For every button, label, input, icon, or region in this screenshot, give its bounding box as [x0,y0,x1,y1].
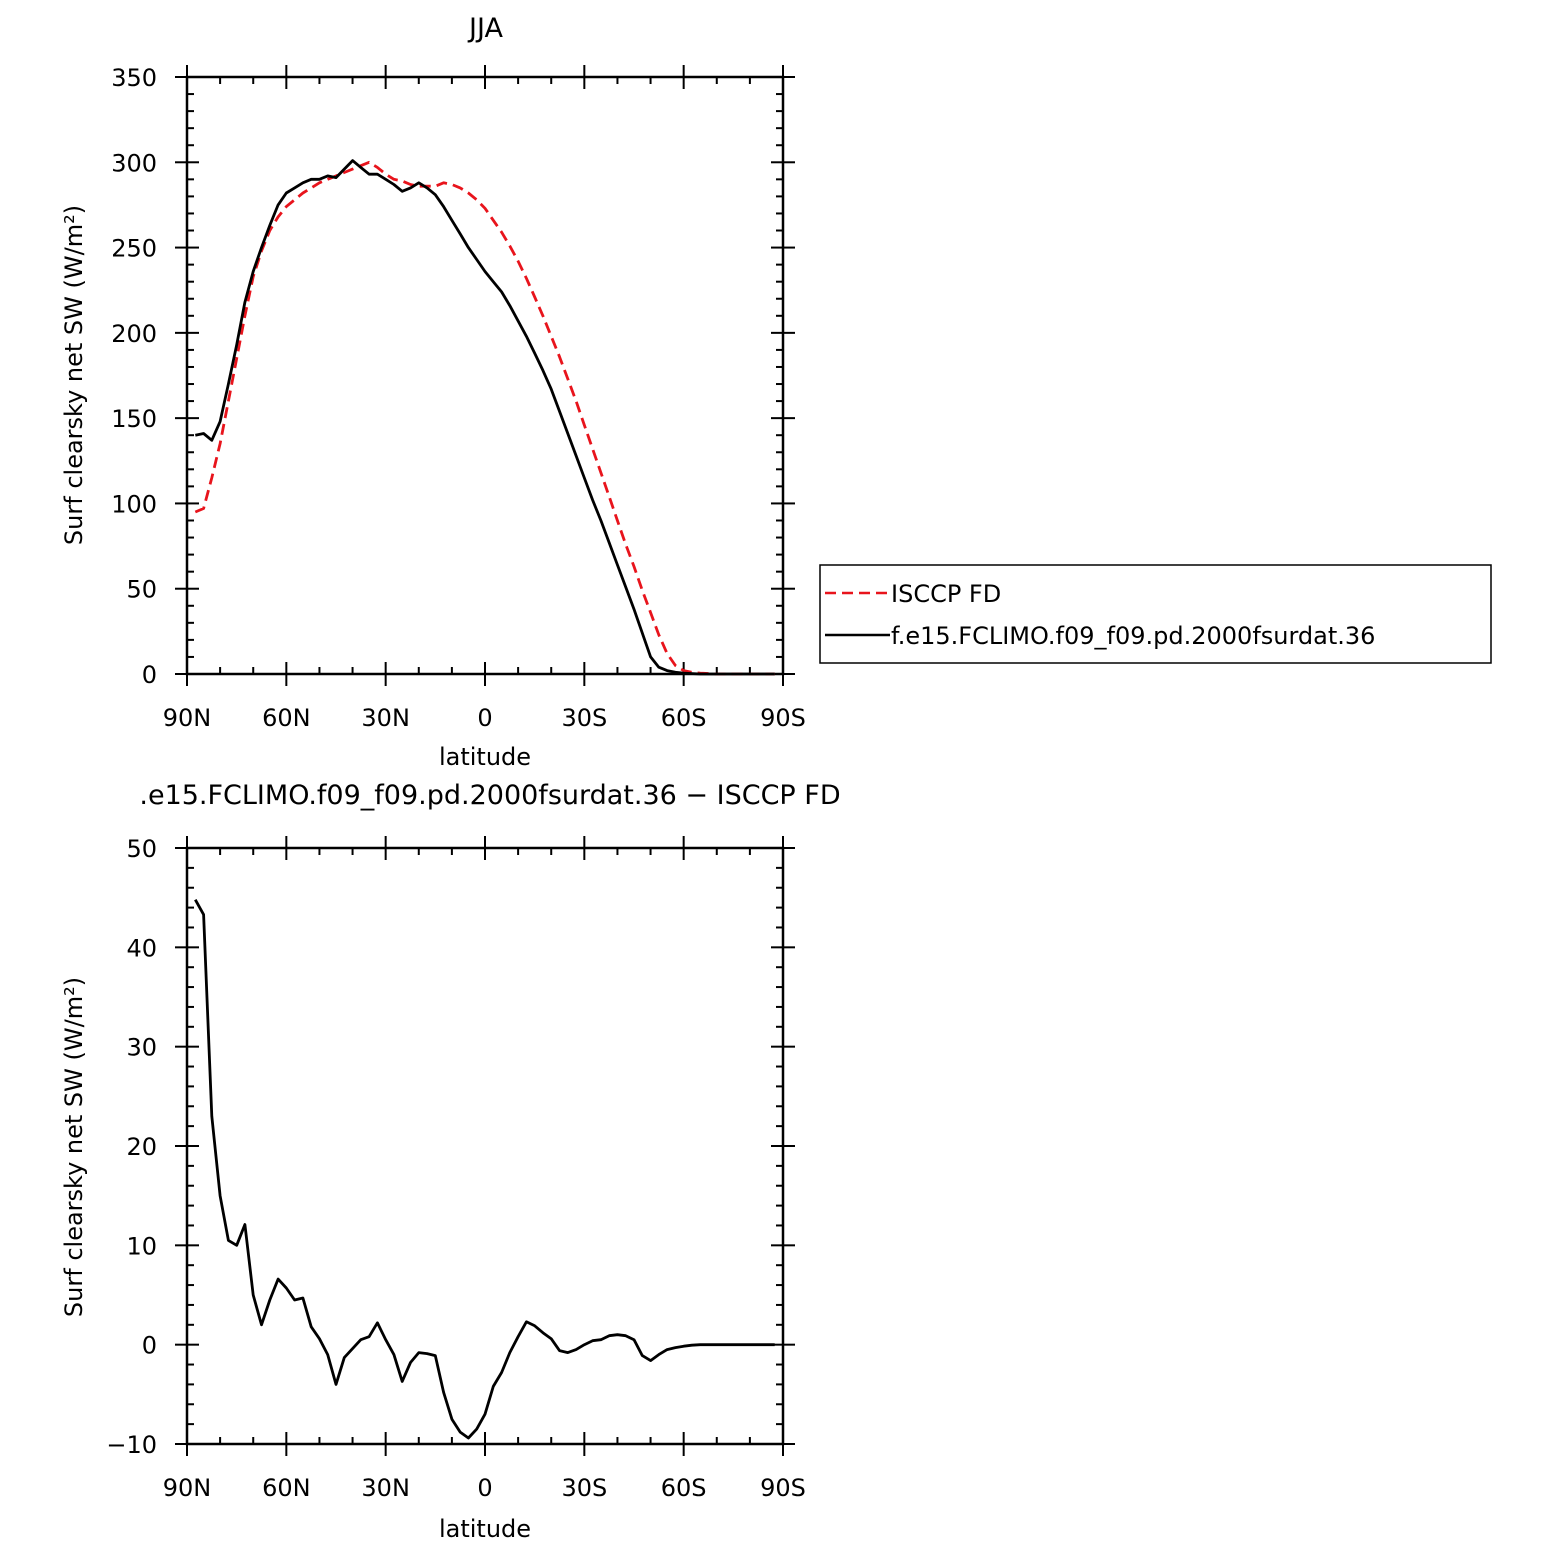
y-tick-label: 10 [126,1232,157,1260]
y-tick-label: 100 [111,490,157,518]
y-tick-label: 300 [111,149,157,177]
y-tick-label: 30 [126,1034,157,1062]
x-tick-label: 30N [361,1474,410,1502]
x-tick-label: 30S [561,1474,607,1502]
top-panel: JJA 90N 60N 30N 0 30S 60S 90S 0 50 100 150 200 250 30… [60,13,806,771]
x-tick-label: 30S [561,704,607,732]
x-tick-label: 0 [477,1474,492,1502]
bottom-chart-title: .e15.FCLIMO.f09_f09.pd.2000fsurdat.36 − … [139,780,840,811]
x-tick-label: 90N [163,704,212,732]
y-tick-label: 0 [142,1332,157,1360]
y-tick-label: 20 [126,1133,157,1161]
plot-frame [185,846,785,1446]
series-line-0 [194,160,775,676]
y-tick-label: 50 [126,576,157,604]
legend-label-isccp: ISCCP FD [891,580,1001,608]
top-chart-title: JJA [467,13,503,44]
x-tick-label: 60S [661,704,707,732]
top-plot-area: 90N 60N 30N 0 30S 60S 90S 0 50 100 150 200 250 300 350 [111,64,806,732]
x-tick-label: 90S [760,704,806,732]
top-x-axis-label: latitude [439,743,531,771]
y-tick-label: 40 [126,934,157,962]
y-tick-label: 250 [111,235,157,263]
top-y-axis-label: Surf clearsky net SW (W/m²) [60,205,88,545]
x-tick-label: 90S [760,1474,806,1502]
x-tick-label: 90N [163,1474,212,1502]
legend: ISCCP FD f.e15.FCLIMO.f09_f09.pd.2000fsu… [819,564,1492,664]
y-tick-label: 50 [126,835,157,863]
y-tick-label: −10 [106,1431,157,1459]
series-line-1 [195,159,775,676]
legend-label-model: f.e15.FCLIMO.f09_f09.pd.2000fsurdat.36 [891,622,1375,650]
plot-frame [185,75,785,676]
x-tick-label: 30N [361,704,410,732]
bottom-x-axis-label: latitude [439,1515,531,1543]
x-tick-label: 60N [262,1474,311,1502]
x-tick-label: 60N [262,704,311,732]
x-tick-label: 0 [477,704,492,732]
bottom-panel: .e15.FCLIMO.f09_f09.pd.2000fsurdat.36 − … [60,780,841,1543]
legend-box [819,564,1492,664]
y-tick-label: 350 [111,64,157,92]
x-tick-label: 60S [661,1474,707,1502]
bottom-plot-area: 90N 60N 30N 0 30S 60S 90S −10 0 10 20 30 40 50 [106,835,806,1502]
y-tick-label: 150 [111,405,157,433]
series-line-0 [194,899,775,1440]
y-tick-label: 0 [142,661,157,689]
y-tick-label: 200 [111,320,157,348]
bottom-y-axis-label: Surf clearsky net SW (W/m²) [60,977,88,1317]
